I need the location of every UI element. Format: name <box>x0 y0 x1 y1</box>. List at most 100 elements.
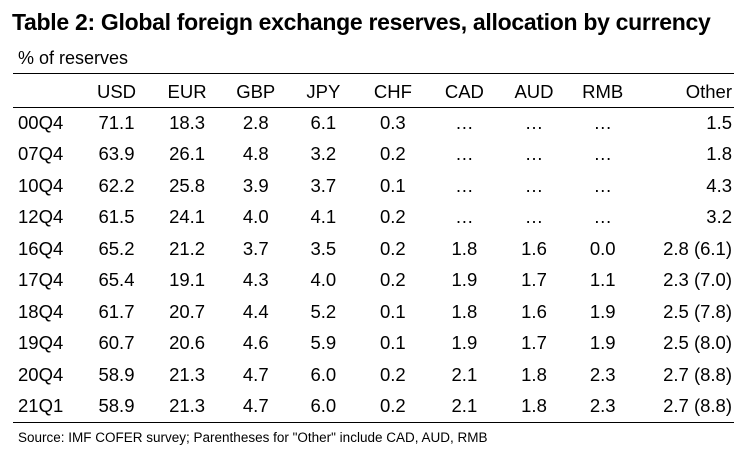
cell-usd: 71.1 <box>98 111 135 133</box>
cell-aud: 1.7 <box>521 332 547 354</box>
top-rule <box>13 73 734 74</box>
row-period-label: 12Q4 <box>18 206 64 228</box>
cell-other: 3.2 <box>706 206 732 228</box>
cell-other: 2.7 (8.8) <box>663 395 732 417</box>
table-row: 16Q4 65.2 21.2 3.7 3.5 0.2 1.8 1.6 0.0 2.8 (6.1) <box>14 233 746 265</box>
row-period-label: 17Q4 <box>18 269 64 291</box>
cell-aud: 1.6 <box>521 300 547 322</box>
cell-jpy: 3.5 <box>310 237 337 259</box>
cell-eur: 18.3 <box>169 111 206 133</box>
header-rule <box>13 107 734 108</box>
header-row: USD EUR GBP JPY CHF CAD AUD RMB Other <box>14 76 746 107</box>
cell-rmb: 1.1 <box>589 269 616 291</box>
cell-other: 1.8 <box>706 143 732 165</box>
table-body: 00Q4 71.1 18.3 2.8 6.1 0.3 … … … 1.5 07Q4 63.9 26.1 4… <box>14 107 746 422</box>
cell-jpy: 4.1 <box>310 206 337 228</box>
cell-chf: 0.2 <box>380 363 406 385</box>
table-row: 17Q4 65.4 19.1 4.3 4.0 0.2 1.9 1.7 1.1 2.3 (7.0) <box>14 265 746 297</box>
cell-jpy: 5.2 <box>310 300 337 322</box>
cell-jpy: 3.2 <box>310 143 337 165</box>
cell-cad: 1.9 <box>451 332 478 354</box>
cell-rmb: … <box>593 143 612 165</box>
cell-eur: 26.1 <box>169 143 206 165</box>
cell-gbp: 4.0 <box>242 206 269 228</box>
table-row: 18Q4 61.7 20.7 4.4 5.2 0.1 1.8 1.6 1.9 2.5 (7.8) <box>14 296 746 328</box>
table-row: 20Q4 58.9 21.3 4.7 6.0 0.2 2.1 1.8 2.3 2.7 (8.8) <box>14 359 746 391</box>
column-header-cad: CAD <box>444 80 484 102</box>
row-period-label: 20Q4 <box>18 363 64 385</box>
cell-aud: … <box>524 174 544 196</box>
column-header-usd: USD <box>96 80 137 102</box>
cell-aud: … <box>524 111 544 133</box>
reserves-table: USD EUR GBP JPY CHF CAD AUD RMB Other 00Q4 71.1 18… <box>14 76 746 422</box>
cell-gbp: 4.3 <box>242 269 269 291</box>
cell-cad: … <box>455 206 474 228</box>
cell-jpy: 6.1 <box>310 111 337 133</box>
cell-rmb: … <box>593 111 612 133</box>
column-header-eur: EUR <box>167 80 207 102</box>
cell-jpy: 4.0 <box>310 269 337 291</box>
cell-eur: 19.1 <box>169 269 206 291</box>
table-row: 19Q4 60.7 20.6 4.6 5.9 0.1 1.9 1.7 1.9 2.5 (8.0) <box>14 328 746 360</box>
cell-gbp: 3.9 <box>242 174 269 196</box>
cell-chf: 0.2 <box>380 269 406 291</box>
source-note: Source: IMF COFER survey; Parentheses fo… <box>18 430 488 445</box>
column-header-jpy: JPY <box>306 80 341 102</box>
cell-chf: 0.2 <box>380 237 406 259</box>
row-period-label: 10Q4 <box>18 174 64 196</box>
cell-usd: 58.9 <box>98 395 135 417</box>
table-row: 12Q4 61.5 24.1 4.0 4.1 0.2 … … … 3.2 <box>14 202 746 234</box>
cell-chf: 0.3 <box>380 111 406 133</box>
row-period-label: 19Q4 <box>18 332 64 354</box>
cell-rmb: 2.3 <box>589 363 616 385</box>
bottom-rule <box>13 422 734 423</box>
cell-other: 2.3 (7.0) <box>663 269 732 291</box>
column-header-chf: CHF <box>373 80 412 102</box>
cell-eur: 20.6 <box>169 332 206 354</box>
cell-jpy: 5.9 <box>310 332 337 354</box>
cell-other: 1.5 <box>706 111 732 133</box>
cell-other: 4.3 <box>706 174 732 196</box>
cell-other: 2.8 (6.1) <box>663 237 732 259</box>
cell-eur: 20.7 <box>169 300 206 322</box>
cell-rmb: … <box>593 174 612 196</box>
cell-eur: 21.2 <box>169 237 206 259</box>
cell-cad: 1.8 <box>451 300 478 322</box>
cell-aud: 1.8 <box>521 363 547 385</box>
cell-aud: … <box>524 143 544 165</box>
row-period-label: 00Q4 <box>18 111 64 133</box>
cell-chf: 0.1 <box>380 300 406 322</box>
cell-jpy: 6.0 <box>310 395 337 417</box>
cell-aud: 1.6 <box>521 237 547 259</box>
cell-usd: 61.5 <box>98 206 135 228</box>
cell-usd: 58.9 <box>98 363 135 385</box>
column-header-aud: AUD <box>514 80 554 102</box>
cell-rmb: 1.9 <box>589 300 616 322</box>
column-header-period <box>14 76 79 107</box>
row-period-label: 07Q4 <box>18 143 64 165</box>
cell-other: 2.5 (7.8) <box>663 300 732 322</box>
cell-cad: 2.1 <box>451 395 478 417</box>
cell-gbp: 4.8 <box>242 143 269 165</box>
cell-eur: 21.3 <box>169 363 206 385</box>
cell-gbp: 4.4 <box>242 300 269 322</box>
cell-rmb: … <box>593 206 612 228</box>
cell-jpy: 6.0 <box>310 363 337 385</box>
cell-gbp: 4.7 <box>242 395 269 417</box>
cell-rmb: 2.3 <box>589 395 616 417</box>
cell-aud: 1.8 <box>521 395 547 417</box>
row-period-label: 16Q4 <box>18 237 64 259</box>
table-row: 00Q4 71.1 18.3 2.8 6.1 0.3 … … … 1.5 <box>14 107 746 139</box>
cell-cad: … <box>455 111 474 133</box>
cell-chf: 0.2 <box>380 395 406 417</box>
cell-aud: 1.7 <box>521 269 547 291</box>
cell-usd: 62.2 <box>98 174 135 196</box>
cell-cad: 2.1 <box>451 363 478 385</box>
cell-chf: 0.1 <box>380 174 406 196</box>
cell-chf: 0.2 <box>380 206 406 228</box>
table-row: 07Q4 63.9 26.1 4.8 3.2 0.2 … … … 1.8 <box>14 139 746 171</box>
cell-cad: 1.9 <box>451 269 478 291</box>
cell-chf: 0.1 <box>380 332 406 354</box>
cell-eur: 24.1 <box>169 206 206 228</box>
cell-usd: 63.9 <box>98 143 135 165</box>
